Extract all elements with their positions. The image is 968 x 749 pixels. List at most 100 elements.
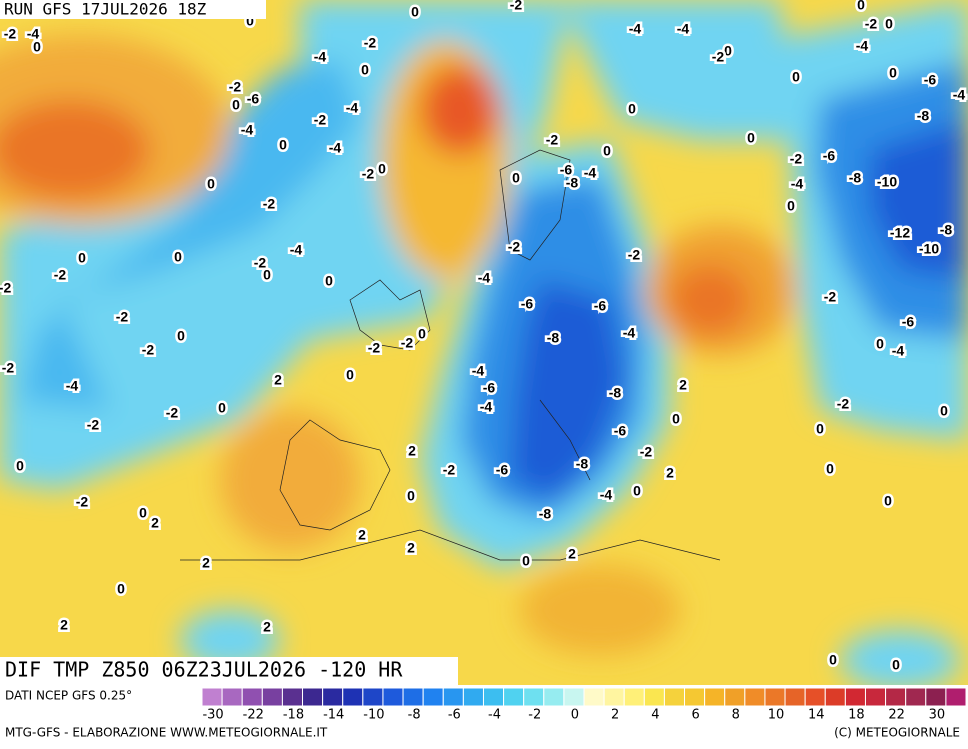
- contour-label: -8: [566, 175, 579, 191]
- contour-label: 2: [151, 515, 159, 531]
- legend-tick-label: 4: [651, 708, 659, 723]
- legend-tick-label: -14: [323, 708, 344, 723]
- color-swatch: [201, 687, 223, 707]
- contour-label: 0: [418, 326, 426, 342]
- color-swatch: [281, 687, 304, 707]
- color-swatch: [925, 687, 947, 707]
- contour-label: 0: [325, 273, 333, 289]
- contour-label: -2: [712, 49, 725, 65]
- contour-label: 0: [16, 458, 24, 474]
- contour-label: 0: [633, 483, 641, 499]
- contour-label: -2: [263, 196, 276, 212]
- color-swatch: [684, 687, 706, 707]
- contour-label: -2: [362, 166, 375, 182]
- legend-tick-label: 8: [732, 708, 740, 723]
- contour-label: -2: [254, 255, 267, 271]
- contour-label: 0: [885, 16, 893, 32]
- color-swatch: [824, 687, 846, 707]
- contour-label: -8: [940, 222, 953, 238]
- contour-label: -2: [837, 396, 850, 412]
- color-swatch: [382, 687, 404, 707]
- contour-label: 0: [829, 652, 837, 668]
- color-swatch: [623, 687, 645, 707]
- contour-label: -2: [865, 16, 878, 32]
- contour-label: 0: [792, 69, 800, 85]
- contour-label: -4: [623, 325, 636, 341]
- contour-label: -4: [677, 21, 690, 37]
- color-swatch: [885, 687, 907, 707]
- color-swatch: [663, 687, 686, 707]
- legend-tick-label: 30: [929, 708, 946, 723]
- copyright: (C) METEOGIORNALE: [834, 726, 960, 740]
- color-swatch: [442, 687, 464, 707]
- contour-label: -4: [584, 165, 597, 181]
- legend-tick-label: 2: [611, 708, 619, 723]
- color-swatch: [784, 687, 806, 707]
- source: DATI NCEP GFS 0.25°: [5, 689, 132, 703]
- color-swatch: [724, 687, 746, 707]
- contour-label: -10: [877, 174, 897, 190]
- contour-label: 0: [826, 461, 834, 477]
- credit: MTG-GFS - ELABORAZIONE WWW.METEOGIORNALE…: [5, 726, 328, 740]
- legend-tick-label: 0: [571, 708, 579, 723]
- legend-tick-label: -22: [243, 708, 264, 723]
- contour-label: -4: [314, 49, 327, 65]
- color-swatch: [704, 687, 726, 707]
- contour-label: -6: [521, 296, 534, 312]
- color-swatch: [643, 687, 665, 707]
- legend-tick-label: -18: [283, 708, 304, 723]
- contour-label: 2: [408, 443, 416, 459]
- contour-label: 0: [78, 250, 86, 266]
- contour-label: -12: [890, 225, 910, 241]
- color-swatch: [543, 687, 565, 707]
- color-swatch: [503, 687, 525, 707]
- contour-label: -2: [54, 267, 67, 283]
- contour-label: -2: [76, 494, 89, 510]
- contour-label: 0: [672, 411, 680, 427]
- color-swatch: [844, 687, 866, 707]
- contour-label: -2: [401, 335, 414, 351]
- contour-label: -8: [539, 506, 552, 522]
- contour-label: -6: [483, 380, 496, 396]
- contour-label: 2: [202, 555, 210, 571]
- contour-label: -2: [116, 309, 129, 325]
- contour-label: -4: [953, 87, 966, 103]
- contour-label: -2: [640, 444, 653, 460]
- color-swatch: [804, 687, 826, 707]
- legend-tick-label: 18: [848, 708, 865, 723]
- contour-label: -2: [229, 79, 242, 95]
- contour-label: -8: [609, 385, 622, 401]
- legend-tick-label: 6: [691, 708, 699, 723]
- contour-label: 0: [279, 137, 287, 153]
- contour-label: -4: [346, 100, 359, 116]
- contour-label: 0: [407, 488, 415, 504]
- color-swatch: [603, 687, 625, 707]
- contour-label: -4: [629, 21, 642, 37]
- legend-tick-label: -2: [528, 708, 541, 723]
- color-swatch: [563, 687, 585, 707]
- contour-label: 2: [60, 617, 68, 633]
- contour-label: 0: [628, 101, 636, 117]
- contour-label: -6: [247, 91, 260, 107]
- contour-label: -4: [480, 399, 493, 415]
- contour-label: -4: [329, 140, 342, 156]
- legend-tick-label: -6: [448, 708, 461, 723]
- contour-label: -2: [4, 26, 17, 42]
- contour-label: -4: [478, 270, 491, 286]
- contour-label: 2: [407, 540, 415, 556]
- contour-label: -4: [791, 176, 804, 192]
- color-swatch: [241, 687, 263, 707]
- legend-tick-label: -30: [202, 708, 223, 723]
- contour-label: 2: [666, 465, 674, 481]
- contour-label: 0: [747, 130, 755, 146]
- contour-label: 0: [522, 553, 530, 569]
- color-swatch: [221, 687, 243, 707]
- contour-label: -2: [443, 462, 456, 478]
- color-swatch: [322, 687, 344, 707]
- color-swatch: [945, 687, 967, 707]
- contour-label: -2: [166, 405, 179, 421]
- contour-label: 0: [33, 39, 41, 55]
- contour-label: -2: [790, 151, 803, 167]
- contour-label: 0: [787, 198, 795, 214]
